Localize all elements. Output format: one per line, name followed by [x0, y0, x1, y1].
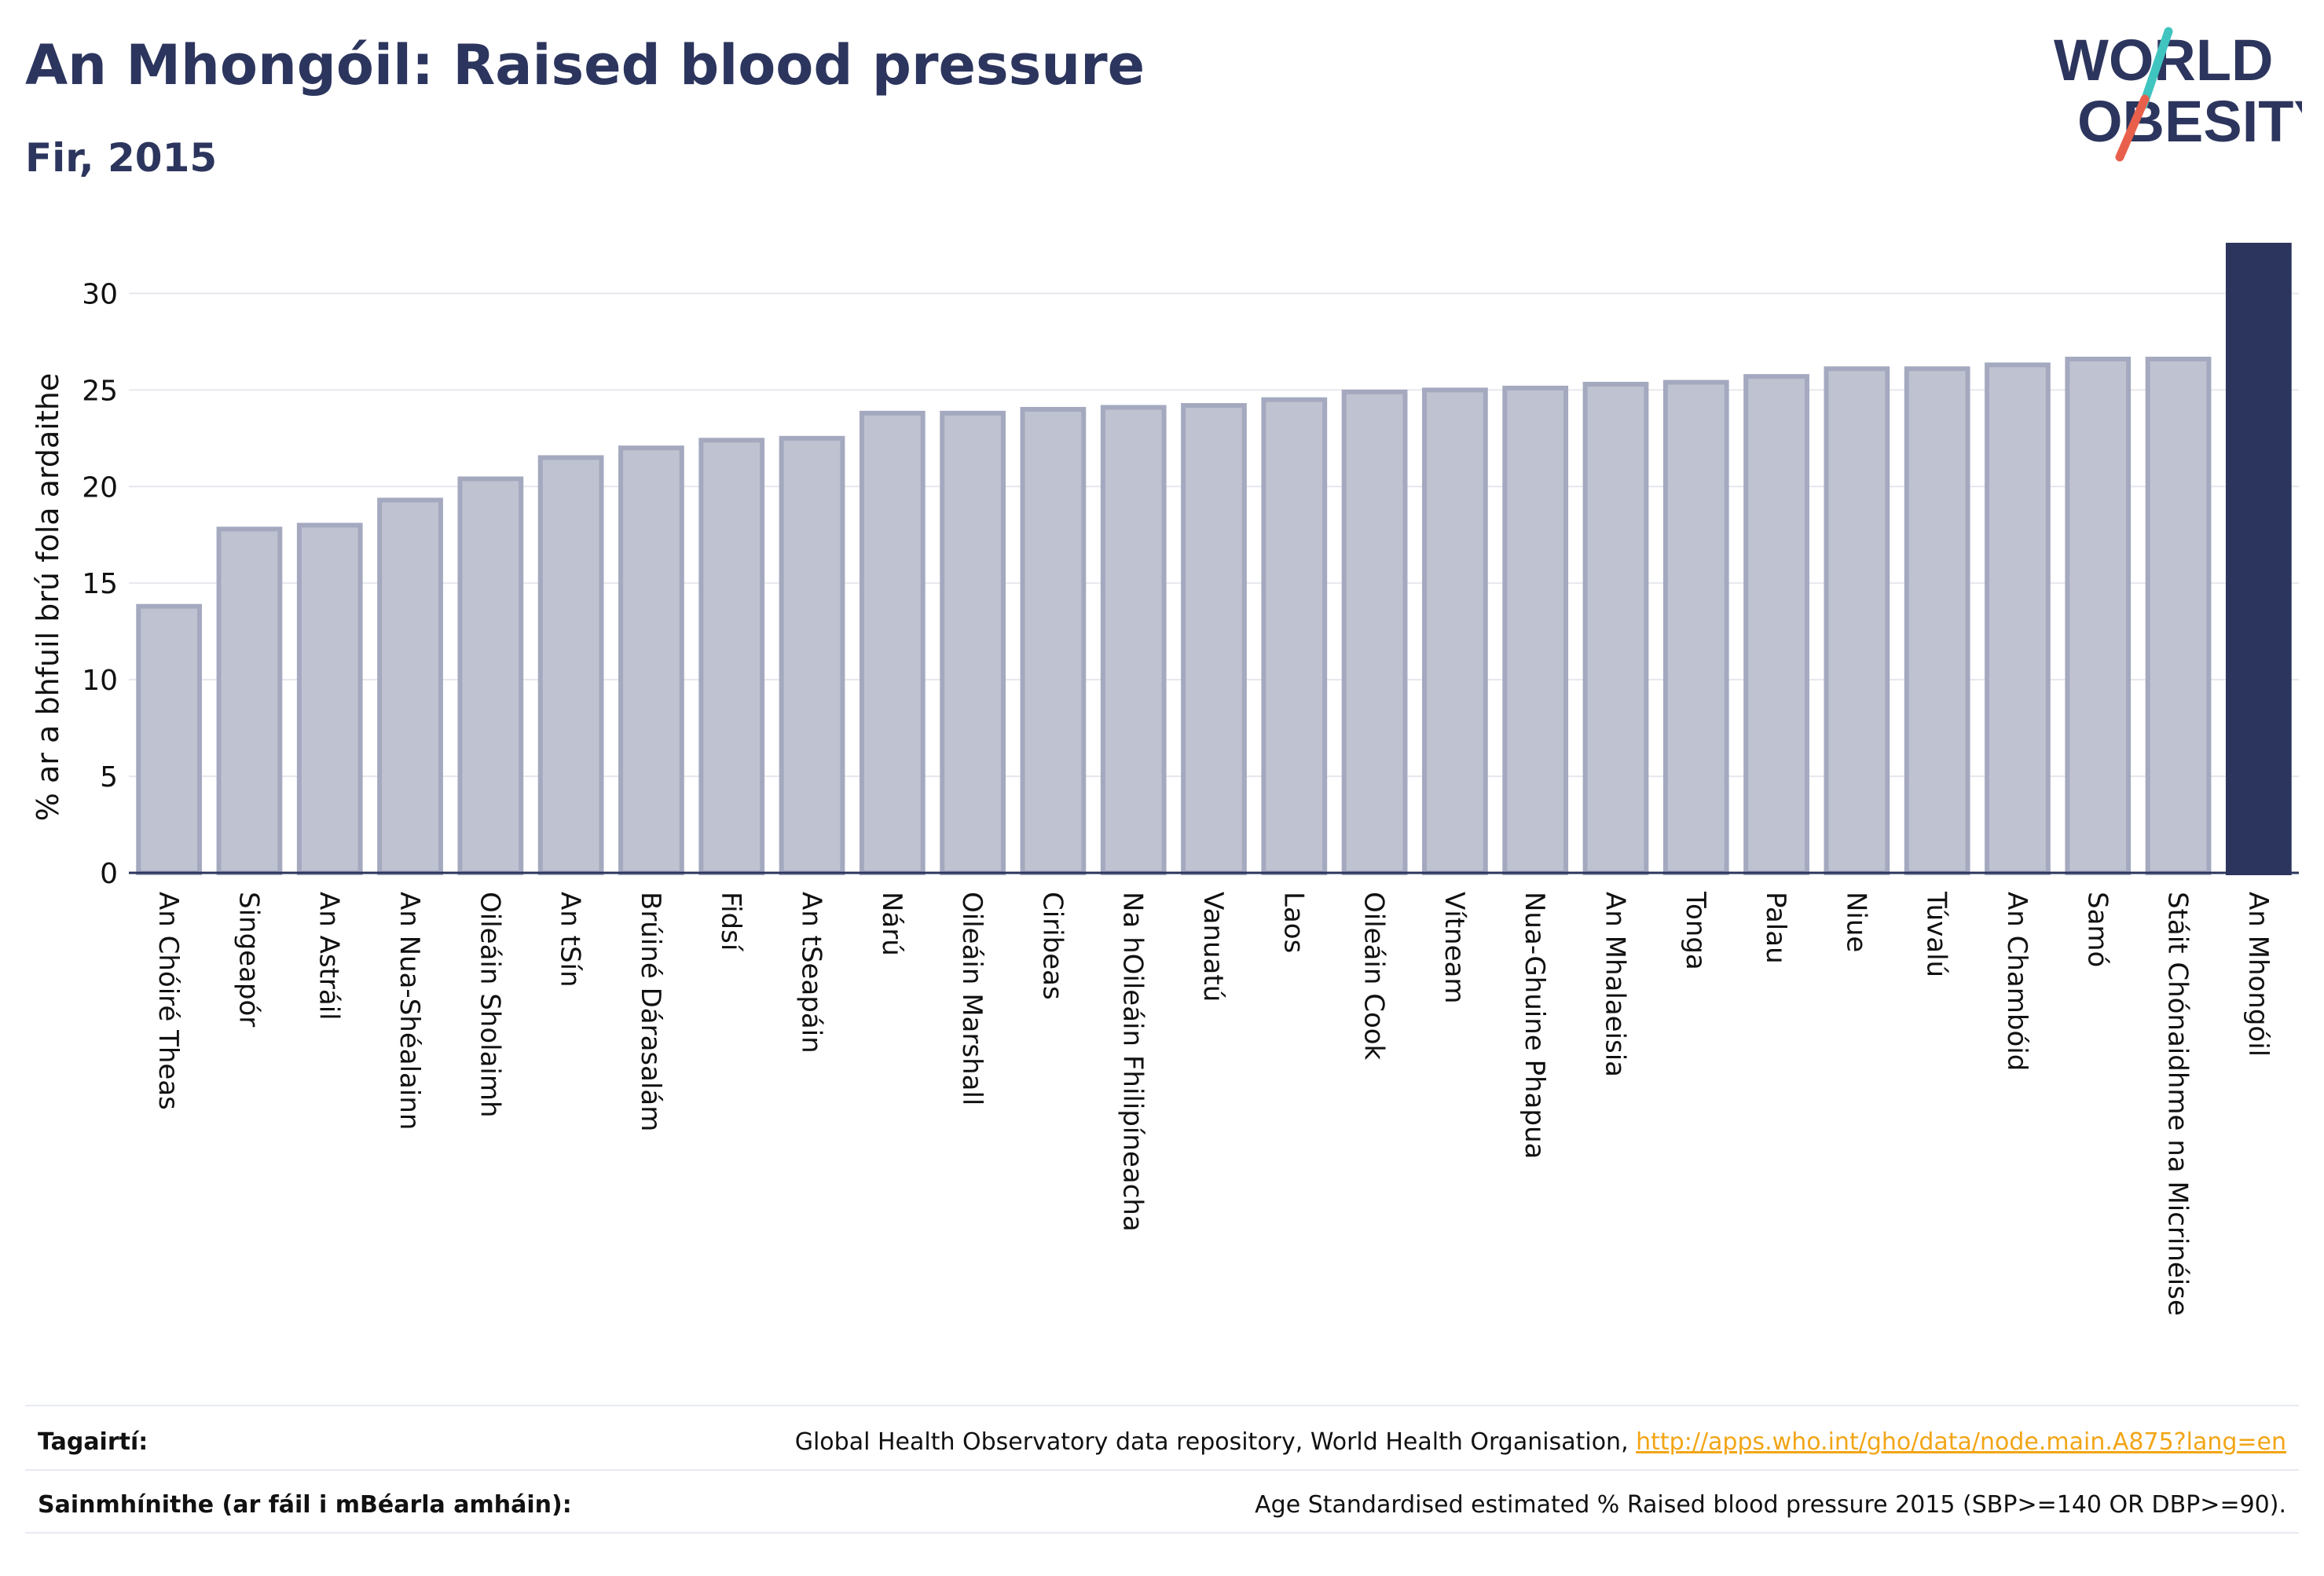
x-tick-label: An Mhalaeisia	[1599, 892, 1630, 1077]
x-tick-label: Nárú	[876, 892, 907, 956]
bar	[940, 410, 1006, 875]
x-tick-label: Singeapór	[233, 892, 264, 1027]
logo-text-obesity: OBESITY	[2077, 89, 2302, 154]
references-link[interactable]: http://apps.who.int/gho/data/node.main.A…	[1636, 1428, 2286, 1456]
x-tick-label: Brúiné Dárasalám	[635, 892, 666, 1131]
bar	[136, 603, 203, 875]
bar	[859, 410, 926, 875]
bar	[1181, 403, 1247, 875]
x-tick-label: Laos	[1277, 892, 1309, 953]
bar	[216, 526, 283, 875]
y-tick-label: 25	[82, 375, 118, 407]
x-tick-label: An tSeapáin	[796, 892, 827, 1054]
x-tick-label: Palau	[1760, 892, 1791, 964]
definitions-value: Age Standardised estimated % Raised bloo…	[1255, 1491, 2286, 1519]
x-tick-label: Ciribeas	[1036, 892, 1068, 1000]
bar	[296, 522, 363, 875]
x-tick-label: An Astráil	[313, 892, 345, 1021]
y-tick-label: 15	[82, 568, 118, 600]
x-tick-label: An Chóiré Theas	[152, 892, 184, 1110]
footer-divider-middle	[25, 1469, 2299, 1471]
bar	[1904, 366, 1970, 875]
y-tick-label: 10	[82, 665, 118, 697]
bars	[136, 243, 2292, 875]
x-tick-label: Oileáin Sholaimh	[474, 892, 505, 1118]
x-tick-label: Stáit Chónaidhme na Micrinéise	[2162, 892, 2194, 1316]
axis-labels: 0 5 10 15 20 25 30 An Chóiré Theas Singeapór An A…	[82, 278, 2274, 1315]
references-label: Tagairtí:	[38, 1428, 148, 1456]
bar	[1341, 389, 1408, 875]
x-tick-label: Vítneam	[1439, 892, 1470, 1003]
y-tick-label: 5	[100, 761, 118, 793]
bar	[377, 497, 443, 875]
x-tick-label: Tonga	[1680, 891, 1711, 970]
x-tick-label: Vanuatú	[1197, 892, 1229, 1002]
bar-chart: 0 5 10 15 20 25 30 An Chóiré Theas Singeapór An A…	[31, 243, 2299, 1316]
bar	[2145, 357, 2212, 875]
y-axis-label: % ar a bhfuil brú fola ardaithe	[31, 373, 65, 821]
x-tick-label: Fidsí	[715, 892, 746, 952]
x-tick-label: Na hOileáin Fhilipíneacha	[1117, 892, 1149, 1232]
logo-slash-bottom	[2115, 94, 2150, 162]
x-tick-label: Nua-Ghuine Phapua	[1519, 892, 1550, 1159]
bar	[1743, 374, 1809, 875]
y-tick-label: 0	[100, 858, 118, 890]
bar	[779, 435, 845, 875]
x-tick-label: Samó	[2081, 892, 2113, 967]
bar	[698, 438, 765, 875]
bar	[537, 455, 604, 875]
bar	[618, 445, 684, 875]
chart-subtitle: Fir, 2015	[25, 135, 218, 181]
bar	[1100, 405, 1167, 875]
references-text: Global Health Observatory data repositor…	[794, 1428, 1637, 1456]
footer-divider-top	[25, 1405, 2299, 1406]
bar	[1985, 362, 2051, 875]
world-obesity-logo: WORLD OBESITY	[2054, 27, 2302, 162]
chart-title: An Mhongóil: Raised blood pressure	[25, 33, 1146, 97]
bar	[2065, 357, 2132, 875]
x-tick-label: An Chambóid	[2001, 892, 2033, 1071]
bar	[1422, 387, 1488, 875]
y-tick-label: 30	[82, 278, 118, 310]
bar	[1502, 385, 1569, 875]
bar	[1020, 406, 1087, 875]
x-tick-label: Oileáin Cook	[1358, 892, 1390, 1061]
bar	[1662, 379, 1729, 875]
bar	[1582, 382, 1649, 875]
x-tick-label: Oileáin Marshall	[956, 892, 988, 1105]
footer-divider-bottom	[25, 1532, 2299, 1534]
x-tick-label: An Nua-Shéalainn	[394, 892, 425, 1130]
x-tick-label: An Mhongóil	[2242, 892, 2274, 1057]
logo-slash-top	[2139, 27, 2173, 110]
y-tick-label: 20	[82, 471, 118, 504]
x-tick-label: An tSín	[555, 892, 586, 988]
references-value: Global Health Observatory data repositor…	[795, 1428, 2286, 1456]
bar	[1824, 366, 1890, 875]
bar	[457, 476, 524, 875]
x-tick-label: Túvalú	[1921, 891, 1952, 977]
definitions-label: Sainmhínithe (ar fáil i mBéarla amháin):	[38, 1491, 572, 1519]
x-tick-label: Niue	[1840, 892, 1871, 952]
bar	[1261, 397, 1328, 875]
bar-highlight	[2225, 243, 2292, 875]
